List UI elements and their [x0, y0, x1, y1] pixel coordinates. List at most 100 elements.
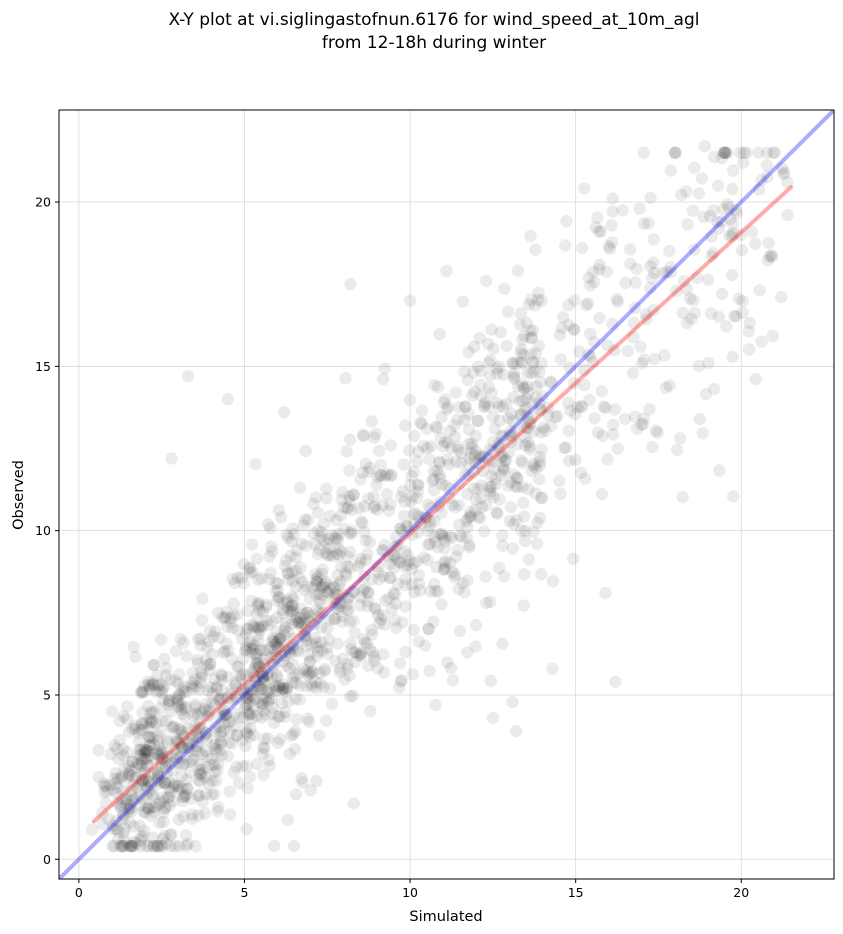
- scatter-point: [479, 499, 493, 512]
- scatter-point: [150, 747, 163, 761]
- scatter-point: [462, 407, 475, 421]
- scatter-point: [302, 648, 315, 662]
- scatter-point: [546, 575, 559, 588]
- scatter-point: [469, 618, 483, 632]
- scatter-point: [212, 693, 225, 706]
- scatter-point: [306, 581, 319, 595]
- scatter-point: [304, 654, 317, 668]
- scatter-point: [176, 683, 189, 696]
- scatter-point: [384, 469, 397, 483]
- scatter-point: [343, 490, 356, 503]
- scatter-point: [125, 755, 139, 769]
- scatter-point: [323, 682, 337, 695]
- scatter-point: [535, 294, 548, 307]
- scatter-point: [727, 490, 740, 503]
- scatter-point: [181, 782, 194, 795]
- scatter-point: [539, 424, 552, 437]
- scatter-point: [557, 311, 570, 324]
- scatter-point: [154, 744, 167, 757]
- scatter-point: [318, 665, 331, 678]
- scatter-point: [461, 646, 474, 659]
- scatter-point: [198, 807, 212, 820]
- scatter-point: [272, 504, 286, 517]
- scatter-point: [286, 676, 300, 689]
- scatter-point: [176, 725, 189, 739]
- scatter-point: [448, 419, 461, 432]
- scatter-point: [389, 597, 403, 610]
- scatter-point: [441, 656, 454, 669]
- scatter-point: [191, 657, 204, 670]
- scatter-point: [273, 679, 286, 693]
- scatter-point: [647, 233, 660, 246]
- scatter-point: [347, 614, 360, 628]
- scatter-point: [237, 652, 250, 665]
- scatter-point: [399, 645, 412, 659]
- scatter-point: [178, 680, 191, 693]
- scatter-point: [236, 711, 250, 724]
- scatter-point: [676, 490, 689, 504]
- scatter-point: [266, 658, 279, 672]
- scatter-point: [299, 623, 312, 637]
- scatter-point: [326, 550, 340, 563]
- scatter-point: [212, 801, 225, 814]
- scatter-point: [434, 431, 448, 445]
- scatter-point: [675, 188, 688, 201]
- scatter-point: [241, 692, 255, 705]
- scatter-point: [465, 437, 479, 450]
- scatter-point: [172, 779, 185, 793]
- scatter-point: [562, 396, 575, 410]
- scatter-point: [581, 297, 595, 310]
- scatter-point: [343, 669, 356, 682]
- scatter-point: [289, 668, 302, 682]
- scatter-point: [127, 820, 140, 833]
- scatter-point: [213, 631, 226, 644]
- scatter-point: [749, 237, 762, 250]
- scatter-point: [306, 680, 319, 694]
- scatter-point: [422, 622, 435, 635]
- scatter-point: [202, 704, 216, 717]
- scatter-point: [531, 516, 544, 529]
- scatter-point: [420, 511, 433, 524]
- scatter-point: [215, 684, 228, 697]
- scatter-point: [204, 658, 217, 671]
- scatter-point: [174, 751, 187, 764]
- scatter-point: [287, 592, 300, 605]
- scatter-point: [415, 404, 429, 417]
- scatter-point: [301, 668, 315, 682]
- scatter-point: [599, 401, 612, 415]
- scatter-point: [427, 472, 440, 486]
- scatter-point: [211, 805, 224, 818]
- scatter-point: [483, 369, 497, 382]
- scatter-point: [726, 182, 739, 196]
- scatter-point: [275, 682, 289, 695]
- scatter-point: [414, 517, 427, 530]
- scatter-point: [463, 451, 476, 465]
- scatter-point: [286, 574, 300, 588]
- scatter-point: [114, 799, 128, 812]
- scatter-point: [465, 441, 479, 454]
- scatter-point: [391, 577, 404, 591]
- scatter-point: [117, 809, 130, 822]
- scatter-point: [760, 146, 774, 159]
- scatter-point: [126, 755, 139, 768]
- scatter-point: [205, 788, 219, 801]
- scatter-point: [437, 396, 451, 409]
- scatter-point: [230, 660, 244, 673]
- scatter-point: [410, 555, 424, 568]
- scatter-point: [440, 264, 453, 278]
- scatter-point: [250, 710, 263, 723]
- scatter-point: [320, 641, 334, 654]
- scatter-point: [496, 463, 510, 476]
- scatter-point: [449, 501, 462, 514]
- scatter-point: [232, 776, 246, 790]
- scatter-point: [621, 344, 634, 358]
- scatter-point: [215, 669, 228, 682]
- scatter-point: [177, 685, 191, 698]
- scatter-point: [734, 228, 747, 242]
- scatter-point: [141, 782, 154, 795]
- scatter-point: [628, 410, 642, 423]
- scatter-point: [469, 456, 482, 470]
- scatter-point: [268, 644, 281, 657]
- scatter-point: [251, 684, 264, 697]
- scatter-point: [474, 378, 487, 391]
